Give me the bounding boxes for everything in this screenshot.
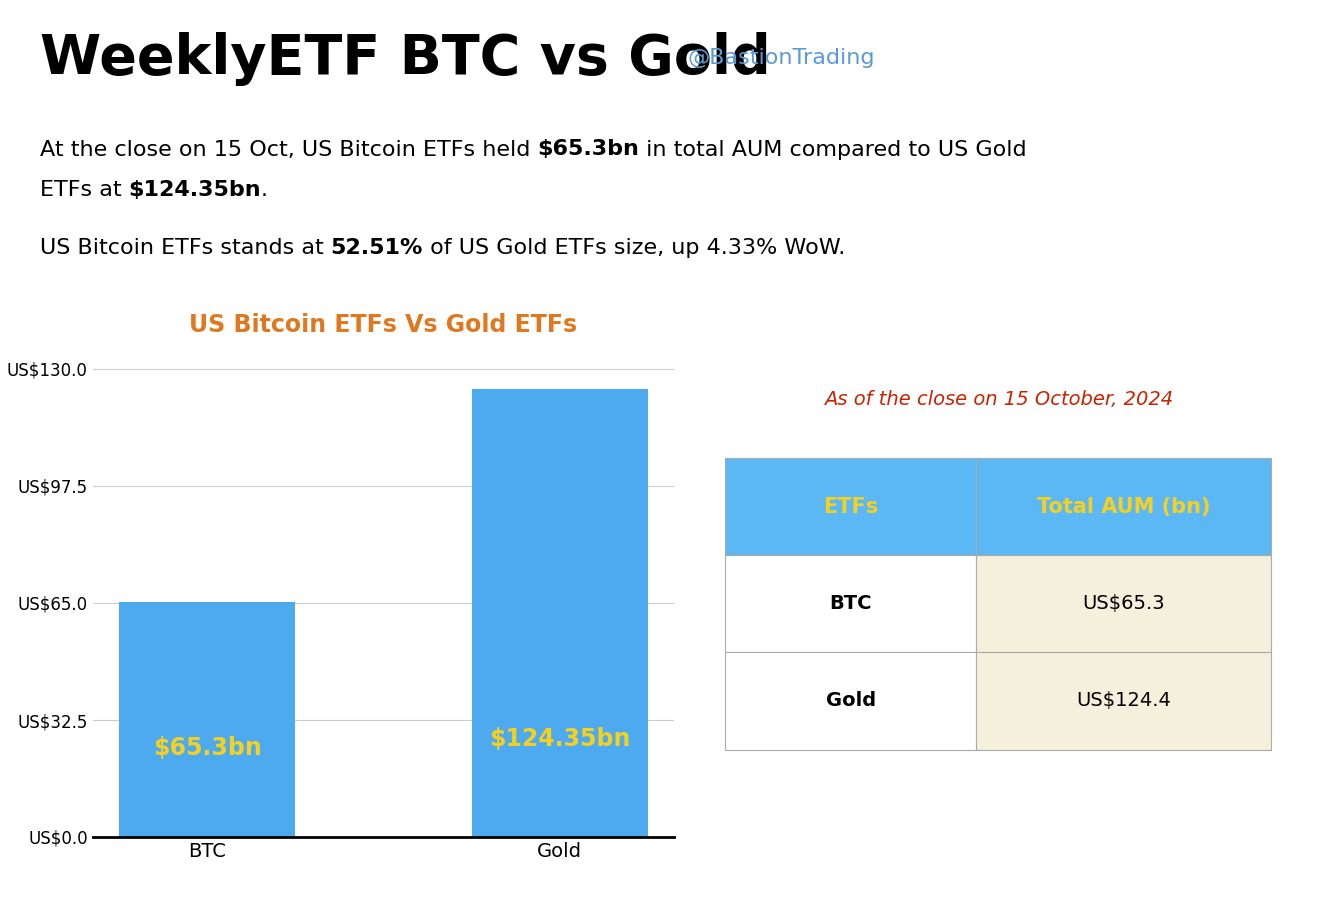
Bar xyxy=(976,458,1270,555)
Text: 52.51%: 52.51% xyxy=(330,238,423,258)
Title: US Bitcoin ETFs Vs Gold ETFs: US Bitcoin ETFs Vs Gold ETFs xyxy=(189,312,578,337)
Text: ETFs at: ETFs at xyxy=(40,180,128,200)
Bar xyxy=(726,652,976,750)
Bar xyxy=(976,652,1270,750)
Text: in total AUM compared to US Gold: in total AUM compared to US Gold xyxy=(639,140,1027,159)
Bar xyxy=(726,458,976,555)
Text: US Bitcoin ETFs stands at: US Bitcoin ETFs stands at xyxy=(40,238,330,258)
Text: @BastionTrading: @BastionTrading xyxy=(687,49,875,68)
Text: $124.35bn: $124.35bn xyxy=(489,726,631,751)
Text: $65.3bn: $65.3bn xyxy=(537,140,639,159)
Text: At the close on 15 Oct, US Bitcoin ETFs held: At the close on 15 Oct, US Bitcoin ETFs … xyxy=(40,140,537,159)
Text: of US Gold ETFs size, up 4.33% WoW.: of US Gold ETFs size, up 4.33% WoW. xyxy=(423,238,845,258)
Bar xyxy=(726,555,976,652)
Text: $124.35bn: $124.35bn xyxy=(128,180,260,200)
Text: US$124.4: US$124.4 xyxy=(1076,691,1171,710)
Text: Total AUM (bn): Total AUM (bn) xyxy=(1036,497,1211,517)
Text: BTC: BTC xyxy=(829,594,873,613)
Bar xyxy=(472,390,648,837)
Text: As of the close on 15 October, 2024: As of the close on 15 October, 2024 xyxy=(824,390,1173,409)
Text: Gold: Gold xyxy=(826,691,876,710)
Bar xyxy=(976,555,1270,652)
Text: US$65.3: US$65.3 xyxy=(1083,594,1165,613)
Bar xyxy=(119,602,295,837)
Text: ETFs: ETFs xyxy=(824,497,878,517)
Text: $65.3bn: $65.3bn xyxy=(153,735,262,760)
Text: WeeklyETF BTC vs Gold: WeeklyETF BTC vs Gold xyxy=(40,32,771,86)
Text: .: . xyxy=(260,180,268,200)
